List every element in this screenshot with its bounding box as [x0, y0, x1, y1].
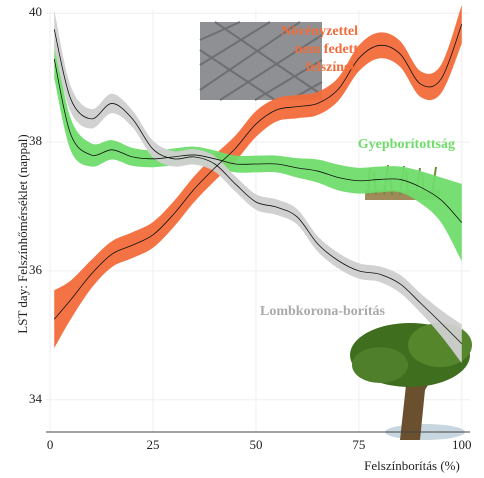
- y-tick-label: 40: [29, 4, 42, 19]
- x-tick-label: 100: [452, 437, 472, 452]
- y-tick-label: 34: [29, 391, 43, 406]
- x-axis-label: Felszínborítás (%): [364, 458, 460, 473]
- y-tick-label: 38: [29, 133, 42, 148]
- series-label: Gyepborítottság: [358, 137, 455, 152]
- series-label: Lombkorona-borítás: [260, 304, 386, 319]
- x-tick-label: 25: [147, 437, 160, 452]
- chart: LST day: Felszínhőmérséklet (nappal) Fel…: [0, 0, 484, 478]
- y-tick-label: 36: [29, 262, 43, 277]
- series-label: Növényzettel: [281, 24, 358, 39]
- series-label: nem fedett: [295, 42, 359, 57]
- x-tick-label: 50: [249, 437, 262, 452]
- y-axis-label: LST day: Felszínhőmérséklet (nappal): [15, 134, 30, 333]
- x-tick-label: 75: [352, 437, 365, 452]
- x-tick-label: 0: [47, 437, 54, 452]
- series-label: felszínek: [306, 60, 358, 75]
